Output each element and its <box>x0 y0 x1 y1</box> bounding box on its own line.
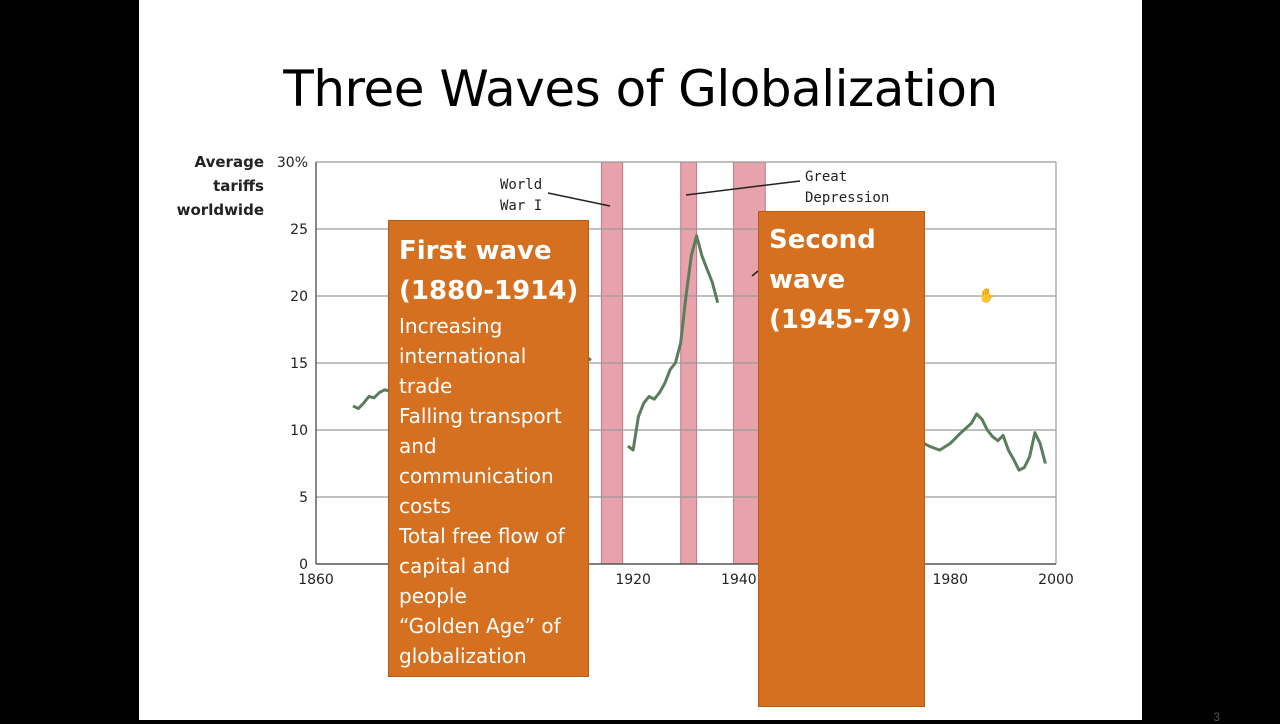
y-axis-label: Average tariffs worldwide <box>160 150 264 222</box>
y-tick-label-1: 5 <box>299 490 308 506</box>
ww1-annotation-line-1: World <box>500 177 543 193</box>
y-tick-label-4: 20 <box>290 289 308 305</box>
first-wave-heading-2: (1880-1914) <box>399 276 579 306</box>
first-wave-line-11: “Golden Age” of <box>399 614 561 638</box>
y-axis-label-line-1: Average <box>194 153 264 171</box>
ww1-annotation-line-2: War I <box>500 198 543 214</box>
depression-annotation: Great Depression <box>805 167 889 209</box>
first-wave-line-2: international <box>399 344 527 368</box>
second-wave-heading-1: Second <box>769 225 876 255</box>
first-wave-box: First wave (1880-1914) Increasing intern… <box>388 220 589 677</box>
slide-title: Three Waves of Globalization <box>283 60 998 118</box>
second-wave-heading-2: wave <box>769 265 846 295</box>
depression-annotation-line-1: Great <box>805 169 848 185</box>
hand-cursor-icon: ✋ <box>978 287 996 303</box>
x-tick-label-4: 2000 <box>1038 572 1074 588</box>
y-axis-label-line-2: tariffs <box>213 177 264 195</box>
second-wave-heading-3: (1945-79) <box>769 305 913 335</box>
y-tick-label-2: 10 <box>290 423 308 439</box>
y-tick-label-5: 25 <box>290 222 308 238</box>
first-wave-line-9: capital and <box>399 554 511 578</box>
first-wave-line-5: and <box>399 434 437 458</box>
y-axis-label-line-3: worldwide <box>176 201 264 219</box>
second-wave-box: Second wave (1945-79) <box>758 211 925 707</box>
first-wave-line-12: globalization <box>399 644 527 668</box>
first-wave-line-7: costs <box>399 494 451 518</box>
first-wave-line-10: people <box>399 584 467 608</box>
ww1-leader-line <box>547 192 611 207</box>
x-tick-label-1: 1920 <box>615 572 651 588</box>
x-tick-label-0: 1860 <box>298 572 334 588</box>
first-wave-line-4: Falling transport <box>399 404 562 428</box>
y-tick-label-0: 0 <box>299 557 308 573</box>
depression-leader-line <box>685 180 801 196</box>
x-tick-label-2: 1940 <box>721 572 757 588</box>
x-tick-label-3: 1980 <box>932 572 968 588</box>
first-wave-line-3: trade <box>399 374 453 398</box>
first-wave-heading-1: First wave <box>399 236 552 266</box>
page-number: 3 <box>1213 710 1220 724</box>
y-tick-label-6: 30% <box>277 155 308 171</box>
first-wave-line-6: communication <box>399 464 554 488</box>
depression-leader-tail <box>751 270 759 277</box>
tariff-line-segment-2 <box>626 234 720 452</box>
depression-annotation-line-2: Depression <box>805 190 890 206</box>
y-tick-label-3: 15 <box>290 356 308 372</box>
first-wave-line-1: Increasing <box>399 314 503 338</box>
ww1-annotation: World War I <box>500 175 542 217</box>
first-wave-line-8: Total free flow of <box>399 524 565 548</box>
slide: Three Waves of Globalization <box>139 0 1142 720</box>
